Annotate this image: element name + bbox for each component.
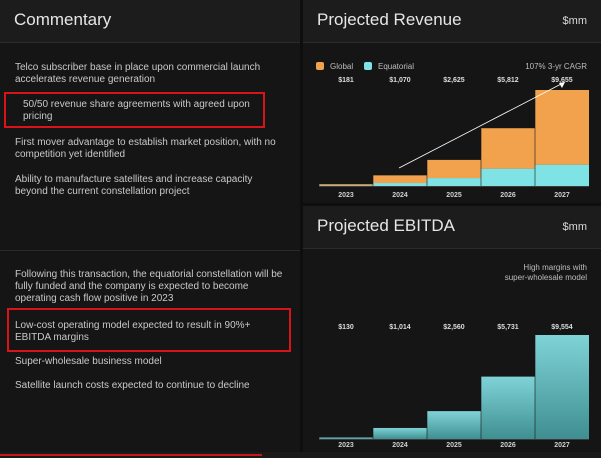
bullet-launch-costs: Satellite launch costs expected to conti… [15,380,250,391]
cagr-arrow-line [398,81,566,169]
bullet-subscriber-base: Telco subscriber base in place upon comm… [15,62,261,85]
ebitda-value-label-2027: $9,554 [551,324,573,331]
ebitda-unit: $mm [562,221,587,233]
revenue-year-label-2026: 2026 [500,192,516,199]
revenue-bar-global-2027 [535,90,589,165]
bullet-low-cost: Low-cost operating model expected to res… [15,320,251,343]
revenue-year-label-2027: 2027 [554,192,570,199]
highlight-box-low-cost [7,308,291,352]
ebitda-year-label-2023: 2023 [338,442,354,449]
commentary-title: Commentary [14,10,112,29]
revenue-panel: Projected Revenue $mm Global Equatorial … [303,0,601,203]
bullet-funded: Following this transaction, the equatori… [15,269,283,304]
ebitda-value-label-2026: $5,731 [497,324,519,331]
ebitda-chart: High margins with super-wholesale model $… [318,263,589,449]
bullet-revenue-share: 50/50 revenue share agreements with agre… [23,99,250,122]
revenue-total-label-2025: $2,625 [443,77,465,84]
ebitda-year-label-2026: 2026 [500,442,516,449]
ebitda-panel: Projected EBITDA $mm High margins with su… [303,206,601,452]
revenue-year-label-2025: 2025 [446,192,462,199]
revenue-bar-equatorial-2026 [481,168,535,186]
revenue-bar-global-2025 [427,159,481,179]
revenue-year-label-2023: 2023 [338,192,354,199]
ebitda-bar-2023 [319,437,373,439]
ebitda-year-label-2024: 2024 [392,442,408,449]
ebitda-value-label-2023: $130 [338,324,354,331]
progress-bar [0,452,601,458]
bullet-manufacture: Ability to manufacture satellites and in… [15,174,253,197]
revenue-header: Projected Revenue $mm [303,0,601,43]
cagr-label: 107% 3-yr CAGR [525,62,587,71]
revenue-bar-global-2023 [319,184,373,186]
ebitda-bar-2026 [481,376,535,439]
revenue-bar-global-2026 [481,128,535,169]
ebitda-bar-2025 [427,411,481,439]
section-divider [0,250,300,251]
legend-swatch-equatorial [364,62,372,70]
revenue-year-label-2024: 2024 [392,192,408,199]
revenue-title: Projected Revenue [317,10,462,29]
ebitda-header: Projected EBITDA $mm [303,206,601,249]
revenue-total-label-2023: $181 [338,77,354,84]
revenue-chart: Global Equatorial 107% 3-yr CAGR $181 202… [316,62,589,199]
ebitda-year-label-2025: 2025 [446,442,462,449]
legend-label-equatorial: Equatorial [378,62,414,71]
revenue-bar-equatorial-2025 [427,178,481,186]
revenue-total-label-2027: $9,655 [551,77,573,84]
legend-swatch-global [316,62,324,70]
revenue-bar-equatorial-2024 [373,183,427,186]
legend-label-global: Global [330,62,353,71]
commentary-header: Commentary [0,0,300,43]
bullet-super-wholesale: Super-wholesale business model [15,356,162,367]
highlight-box-revenue-share [4,92,265,128]
commentary-panel: Commentary Telco subscriber base in plac… [0,0,300,452]
ebitda-title: Projected EBITDA [317,216,455,235]
progress-bar-fill [0,454,262,456]
ebitda-bar-2027 [535,335,589,439]
ebitda-value-label-2024: $1,014 [389,324,411,331]
ebitda-bar-2024 [373,427,427,439]
ebitda-value-label-2025: $2,560 [443,324,465,331]
revenue-unit: $mm [562,15,587,27]
bullet-first-mover: First mover advantage to establish marke… [15,137,276,160]
revenue-bar-equatorial-2027 [535,164,589,186]
revenue-bar-equatorial-2023 [319,185,373,186]
cagr-arrow-head [559,82,565,88]
ebitda-year-label-2027: 2027 [554,442,570,449]
revenue-total-label-2024: $1,070 [389,77,411,84]
revenue-total-label-2026: $5,812 [497,77,519,84]
margins-annotation: High margins with super-wholesale model [505,263,587,282]
revenue-bar-global-2024 [373,175,427,184]
